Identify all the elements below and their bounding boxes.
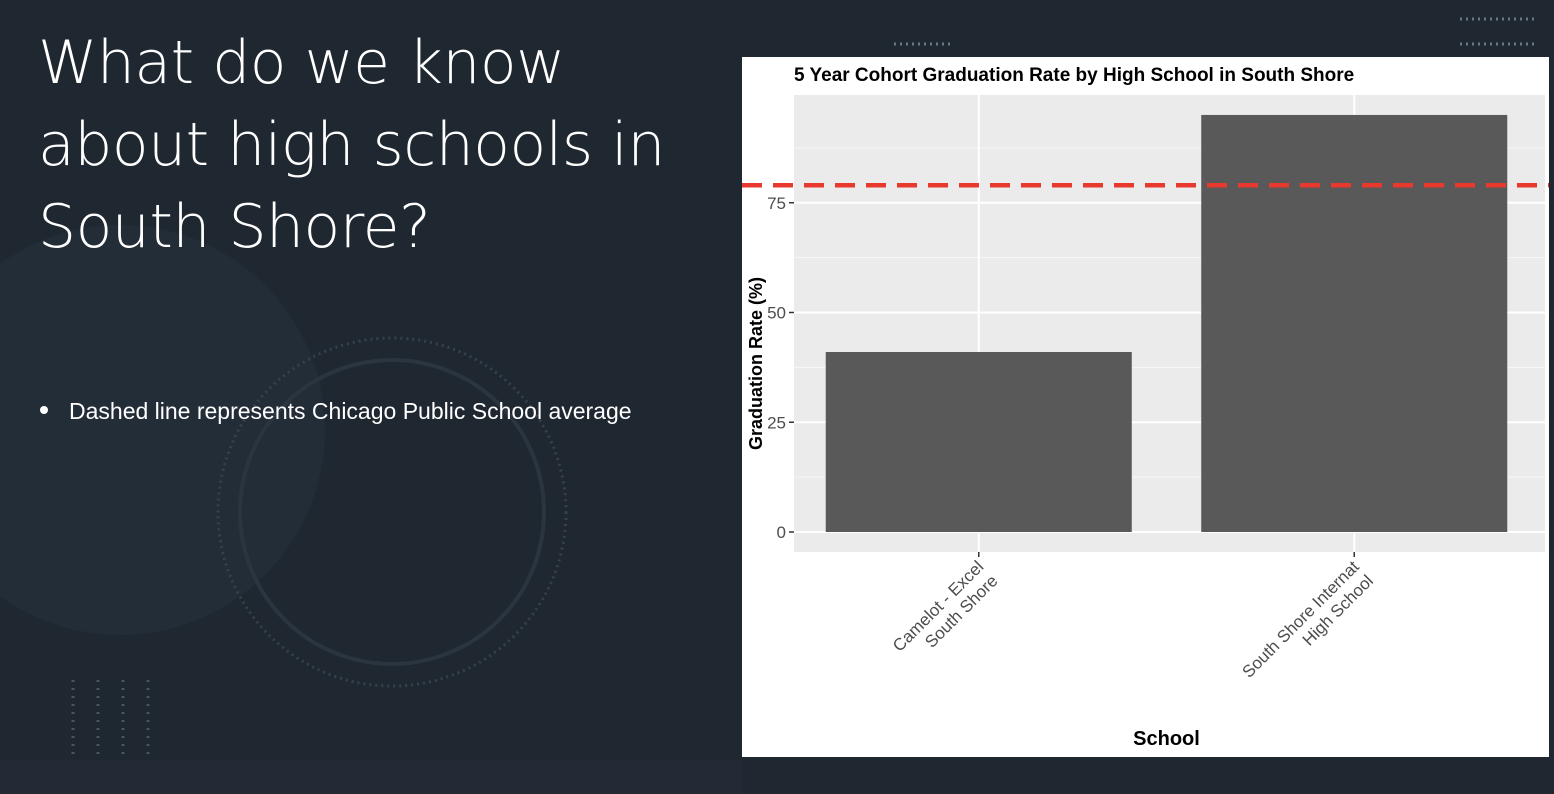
y-tick-label: 50 [767, 304, 786, 323]
bullet-item: Dashed line represents Chicago Public Sc… [40, 398, 632, 425]
slide-title-line-2: about high schools in [38, 110, 665, 180]
slide-title-line-3: South Shore? [38, 192, 431, 262]
decor-dotted-ring [216, 336, 568, 688]
bar-2 [1201, 114, 1508, 532]
x-tick-label-line: South Shore Internat [1238, 557, 1363, 682]
y-axis-label: Graduation Rate (%) [746, 277, 766, 450]
bullet-dot-icon [40, 405, 48, 414]
bar-1 [825, 352, 1132, 532]
slide-title-line-1: What do we know [38, 28, 565, 98]
slide-title: What do we know about high schools in So… [38, 22, 738, 268]
decor-dotted-bars [894, 17, 1535, 46]
y-tick-label: 75 [767, 194, 786, 213]
decor-bottom-band [0, 760, 742, 794]
decor-large-circle [0, 225, 325, 635]
bar-chart: 5 Year Cohort Graduation Rate by High Sc… [742, 65, 1549, 750]
bullet-text: Dashed line represents Chicago Public Sc… [69, 398, 632, 424]
y-tick-label: 0 [777, 523, 786, 542]
decor-dotted-columns [71, 680, 150, 794]
x-axis-label: School [1133, 728, 1200, 750]
chart-panel: 5 Year Cohort Graduation Rate by High Sc… [742, 57, 1549, 757]
chart-title: 5 Year Cohort Graduation Rate by High Sc… [794, 65, 1354, 86]
y-tick-label: 25 [767, 413, 786, 432]
